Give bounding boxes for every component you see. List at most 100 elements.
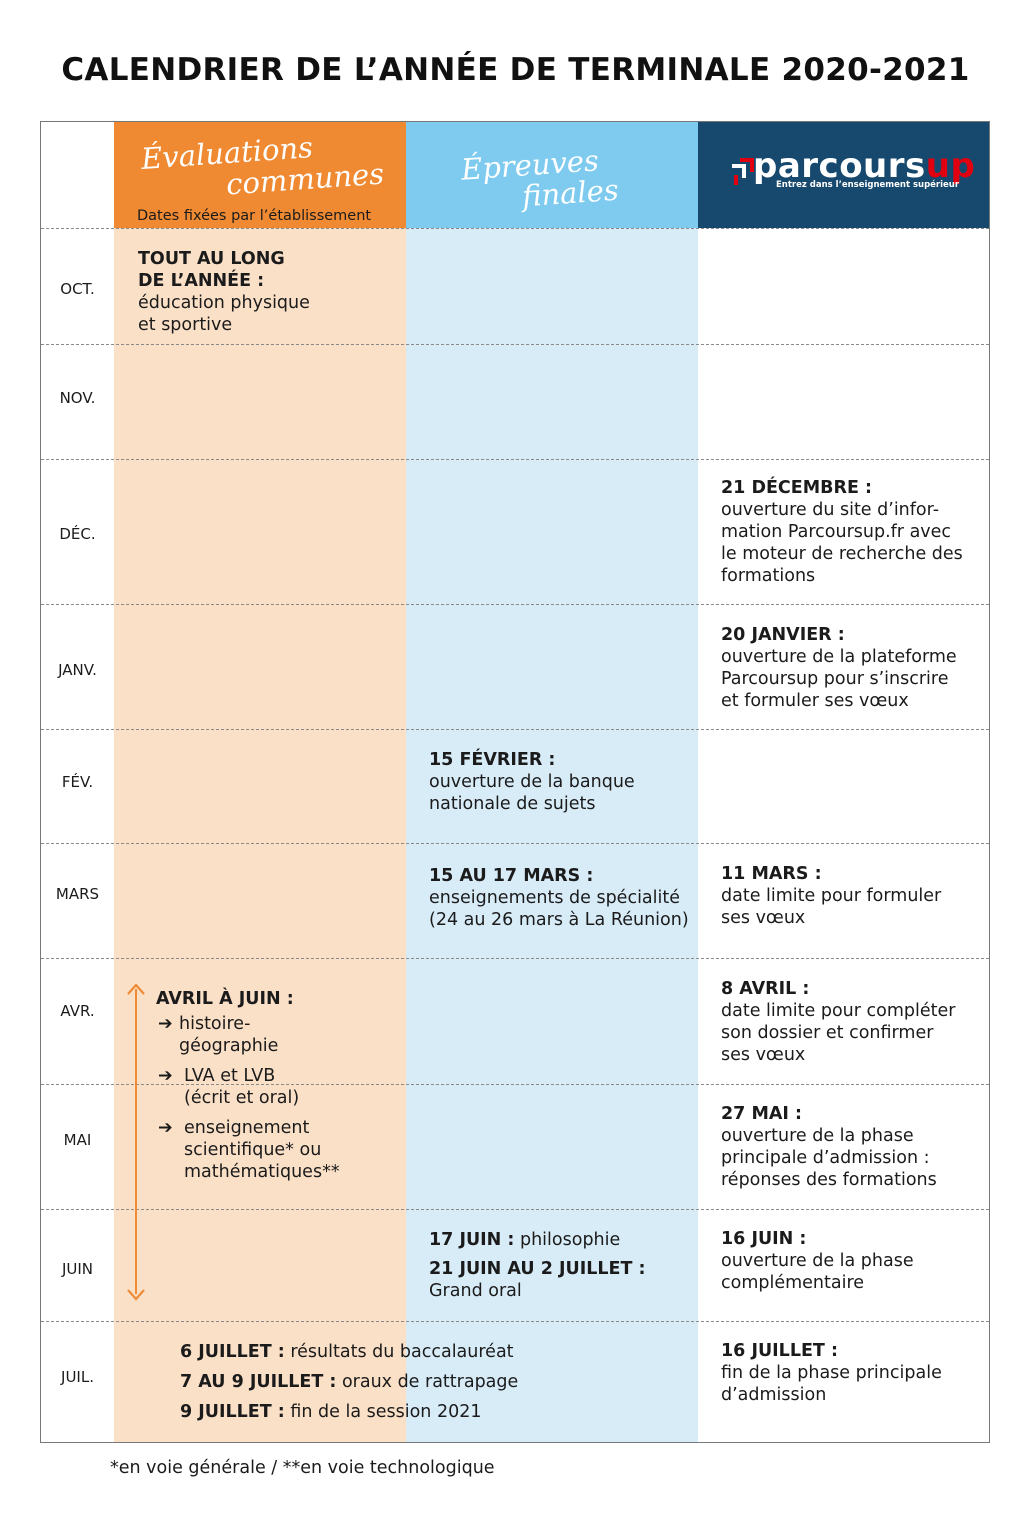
month-label: AVR. [60, 1002, 95, 1020]
parcoursup-mars-entry: 11 MARS : date limite pour formuler ses … [721, 863, 941, 929]
evaluations-avril-title: AVRIL À JUIN : [156, 989, 294, 1009]
entry-title: 11 MARS : [721, 864, 822, 884]
period-arrow-line [135, 989, 137, 1294]
entry-text: fin de la phase principale [721, 1363, 942, 1383]
parcoursup-tagline: Entrez dans l’enseignement supérieur [776, 180, 960, 190]
entry-text: ouverture de la banque [429, 772, 635, 792]
entry-text: philosophie [514, 1230, 621, 1250]
parcoursup-logo-main: parcours [753, 146, 926, 186]
evaluations-header: Évaluations communes Dates fixées par l’… [114, 122, 406, 228]
evaluations-item-1: histoire- géographie [179, 1013, 278, 1057]
entry-text: Grand oral [429, 1281, 522, 1301]
evaluations-item-3: enseignement scientifique* ou mathématiq… [184, 1117, 340, 1183]
parcoursup-janv-entry: 20 JANVIER : ouverture de la plateforme … [721, 624, 957, 712]
epreuves-mars-entry: 15 AU 17 MARS : enseignements de spécial… [429, 865, 689, 931]
entry-title: 6 JUILLET : [180, 1342, 285, 1362]
row-divider [41, 729, 989, 730]
month-label: MARS [55, 885, 100, 903]
entry-text: oraux de rattrapage [336, 1372, 519, 1392]
entry-title: 21 DÉCEMBRE : [721, 478, 872, 498]
epreuves-fev-entry: 15 FÉVRIER : ouverture de la banque nati… [429, 749, 635, 815]
entry-text: ouverture du site d’infor- [721, 500, 940, 520]
parcoursup-dec-entry: 21 DÉCEMBRE : ouverture du site d’infor-… [721, 477, 963, 587]
epreuves-header: Épreuves finales [406, 122, 698, 228]
entry-title: 27 MAI : [721, 1104, 803, 1124]
entry-text: le moteur de recherche des [721, 544, 963, 564]
month-label: FÉV. [61, 773, 94, 791]
epreuves-column-bg [406, 122, 698, 1442]
arrow-right-icon: ➔ [158, 1014, 173, 1034]
entry-title: 21 JUIN AU 2 JUILLET : [429, 1259, 646, 1279]
entry-title: 17 JUIN : [429, 1230, 515, 1250]
parcoursup-logo-up: up [925, 146, 976, 186]
calendar-table: Évaluations communes Dates fixées par l’… [40, 121, 990, 1443]
parcoursup-avr-entry: 8 AVRIL : date limite pour compléter son… [721, 978, 955, 1066]
parcoursup-juil-entry: 16 JUILLET : fin de la phase principale … [721, 1340, 942, 1406]
entry-text: histoire- [179, 1014, 251, 1034]
parcoursup-logo: parcoursup [753, 146, 975, 186]
row-divider [41, 604, 989, 605]
entry-text: fin de la session 2021 [284, 1402, 482, 1422]
entry-text: d’admission [721, 1385, 827, 1405]
entry-title: 16 JUILLET : [721, 1341, 838, 1361]
evaluations-item-2: LVA et LVB (écrit et oral) [184, 1065, 299, 1109]
arrow-down-icon [127, 1289, 145, 1301]
entry-text: formations [721, 566, 816, 586]
juillet-entry-1: 6 JUILLET : résultats du baccalauréat [180, 1341, 514, 1363]
parcoursup-juin-entry: 16 JUIN : ouverture de la phase compléme… [721, 1228, 914, 1294]
parcoursup-logo-icon [732, 158, 754, 185]
month-label: DÉC. [59, 525, 96, 543]
month-label: NOV. [59, 389, 96, 407]
entry-text: géographie [179, 1036, 279, 1056]
month-label: JUIL. [61, 1368, 94, 1386]
entry-text: mathématiques** [184, 1162, 340, 1182]
entry-text: enseignement [184, 1118, 310, 1138]
evaluations-column-bg [114, 122, 406, 1442]
entry-text: éducation physique [138, 293, 310, 313]
parcoursup-mai-entry: 27 MAI : ouverture de la phase principal… [721, 1103, 937, 1191]
arrow-right-icon: ➔ [158, 1066, 173, 1086]
entry-text: résultats du baccalauréat [284, 1342, 514, 1362]
entry-text: nationale de sujets [429, 794, 596, 814]
entry-text: enseignements de spécialité [429, 888, 681, 908]
entry-text: ses vœux [721, 1045, 806, 1065]
row-divider [41, 1321, 989, 1322]
row-divider [41, 1084, 989, 1085]
entry-title: 9 JUILLET : [180, 1402, 285, 1422]
entry-text: scientifique* ou [184, 1140, 322, 1160]
arrow-right-icon: ➔ [158, 1118, 173, 1138]
month-label: OCT. [60, 280, 95, 298]
entry-title: 15 AU 17 MARS : [429, 866, 594, 886]
entry-text: (24 au 26 mars à La Réunion) [429, 910, 689, 930]
entry-text: et formuler ses vœux [721, 691, 909, 711]
entry-text: mation Parcoursup.fr avec [721, 522, 952, 542]
entry-title: 16 JUIN : [721, 1229, 807, 1249]
entry-text: ouverture de la phase [721, 1126, 914, 1146]
juillet-entry-2: 7 AU 9 JUILLET : oraux de rattrapage [180, 1371, 518, 1393]
parcoursup-header: parcoursup Entrez dans l’enseignement su… [698, 122, 989, 228]
entry-text: ses vœux [721, 908, 806, 928]
row-divider [41, 344, 989, 345]
month-label: MAI [63, 1131, 92, 1149]
entry-title: 20 JANVIER : [721, 625, 845, 645]
entry-text: date limite pour compléter [721, 1001, 956, 1021]
entry-text: son dossier et confirmer [721, 1023, 934, 1043]
entry-text: (écrit et oral) [184, 1088, 300, 1108]
arrow-up-icon [127, 983, 145, 995]
evaluations-oct-entry: TOUT AU LONG DE L’ANNÉE : éducation phys… [138, 248, 310, 336]
entry-text: réponses des formations [721, 1170, 937, 1190]
entry-text: date limite pour formuler [721, 886, 942, 906]
epreuves-juin-entry-2: 21 JUIN AU 2 JUILLET : Grand oral [429, 1258, 646, 1302]
evaluations-header-subtitle: Dates fixées par l’établissement [137, 208, 372, 224]
row-divider [41, 1209, 989, 1210]
epreuves-juin-entry-1: 17 JUIN : philosophie [429, 1229, 620, 1251]
entry-text: ouverture de la plateforme [721, 647, 957, 667]
footnote: *en voie générale / **en voie technologi… [110, 1458, 495, 1478]
entry-text: ouverture de la phase [721, 1251, 914, 1271]
row-divider [41, 228, 989, 229]
entry-title: 7 AU 9 JUILLET : [180, 1372, 337, 1392]
entry-title: 8 AVRIL : [721, 979, 810, 999]
entry-text: et sportive [138, 315, 233, 335]
page-title: CALENDRIER DE L’ANNÉE DE TERMINALE 2020-… [61, 52, 970, 88]
entry-text: complémentaire [721, 1273, 865, 1293]
